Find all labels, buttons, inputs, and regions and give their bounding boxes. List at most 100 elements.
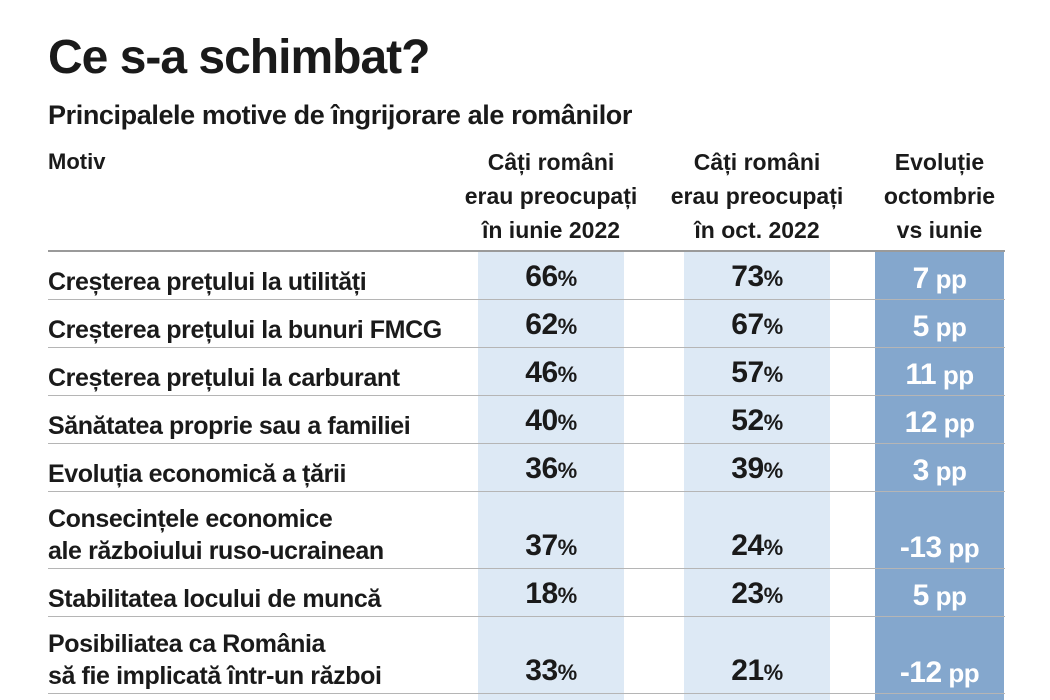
column-header-evolution-line-3: vs iunie bbox=[896, 217, 983, 243]
value-june-number: 37 bbox=[525, 529, 558, 562]
value-evolution: 5 pp bbox=[875, 577, 1004, 615]
value-june-unit: % bbox=[557, 660, 578, 685]
value-evolution-unit: pp bbox=[936, 360, 974, 390]
value-october-unit: % bbox=[763, 535, 784, 560]
value-october-number: 24 bbox=[731, 529, 764, 562]
value-october: 21% bbox=[684, 652, 830, 692]
value-june: 18% bbox=[478, 575, 624, 615]
value-october-unit: % bbox=[763, 410, 784, 435]
table-row: Consecințele economice ale războiului ru… bbox=[0, 492, 1050, 569]
value-october: 23% bbox=[684, 575, 830, 615]
row-divider bbox=[48, 568, 1005, 569]
value-june: 33% bbox=[478, 652, 624, 692]
row-divider bbox=[48, 443, 1005, 444]
value-evolution: -12 pp bbox=[875, 654, 1004, 692]
value-june: 46% bbox=[478, 354, 624, 394]
value-june-unit: % bbox=[557, 458, 578, 483]
value-october-unit: % bbox=[763, 660, 784, 685]
column-header-motiv-text: Motiv bbox=[48, 149, 106, 174]
value-evolution-number: 7 bbox=[912, 262, 930, 295]
value-october-unit: % bbox=[763, 266, 784, 291]
table-row: Creșterea prețului la bunuri FMCG 62% 67% 5… bbox=[0, 300, 1050, 348]
value-evolution: 3 pp bbox=[875, 452, 1004, 490]
value-evolution-number: 12 bbox=[904, 406, 938, 439]
column-header-october-line-3: în oct. 2022 bbox=[694, 217, 820, 243]
value-october-number: 23 bbox=[731, 577, 764, 610]
row-motiv-label: Creșterea prețului la carburant bbox=[48, 364, 400, 392]
row-divider bbox=[48, 299, 1005, 300]
value-june-unit: % bbox=[557, 583, 578, 608]
value-evolution-unit: pp bbox=[928, 456, 967, 486]
value-june: 36% bbox=[478, 450, 624, 490]
column-header-june-line-1: Câți români bbox=[487, 149, 615, 175]
value-october: 39% bbox=[684, 450, 830, 490]
table-body: Creșterea prețului la utilități 66% 73% 7 p… bbox=[0, 252, 1050, 694]
value-october-unit: % bbox=[763, 362, 784, 387]
column-header-june-line-3: în iunie 2022 bbox=[481, 217, 621, 243]
value-october-number: 39 bbox=[731, 452, 764, 485]
table-row: Creșterea prețului la utilități 66% 73% 7 p… bbox=[0, 252, 1050, 300]
row-motiv-label: Creșterea prețului la bunuri FMCG bbox=[48, 316, 442, 344]
value-october: 24% bbox=[684, 527, 830, 567]
value-evolution-unit: pp bbox=[936, 408, 975, 438]
row-motiv-label: Consecințele economice ale războiului ru… bbox=[48, 505, 384, 565]
value-june-number: 62 bbox=[525, 308, 558, 341]
value-june: 37% bbox=[478, 527, 624, 567]
value-october-number: 57 bbox=[731, 356, 764, 389]
value-october-unit: % bbox=[763, 583, 784, 608]
value-evolution: 5 pp bbox=[875, 308, 1004, 346]
value-evolution-unit: pp bbox=[928, 264, 967, 294]
column-header-october-line-2: erau preocupați bbox=[670, 183, 844, 209]
column-header-june-line-2: erau preocupați bbox=[464, 183, 638, 209]
value-june-number: 40 bbox=[525, 404, 558, 437]
value-june-number: 66 bbox=[525, 260, 558, 293]
june-column-shading bbox=[478, 252, 624, 700]
row-divider bbox=[48, 491, 1005, 492]
value-june: 62% bbox=[478, 306, 624, 346]
value-evolution-unit: pp bbox=[941, 658, 980, 688]
value-october-number: 21 bbox=[731, 654, 764, 687]
row-motiv-label: Stabilitatea locului de muncă bbox=[48, 585, 381, 613]
row-motiv-label: Creșterea prețului la utilități bbox=[48, 268, 367, 296]
value-evolution-number: 11 bbox=[905, 358, 937, 391]
column-header-evolution-line-1: Evoluție bbox=[894, 149, 985, 175]
value-june: 66% bbox=[478, 258, 624, 298]
value-october-number: 73 bbox=[731, 260, 764, 293]
row-divider bbox=[48, 693, 1005, 694]
value-october-unit: % bbox=[763, 458, 784, 483]
value-june-number: 33 bbox=[525, 654, 558, 687]
value-evolution: 11 pp bbox=[875, 356, 1004, 394]
value-october: 73% bbox=[684, 258, 830, 298]
value-june: 40% bbox=[478, 402, 624, 442]
value-october: 67% bbox=[684, 306, 830, 346]
value-june-number: 18 bbox=[525, 577, 558, 610]
table-row: Creșterea prețului la carburant 46% 57% 11 … bbox=[0, 348, 1050, 396]
value-evolution-number: -13 bbox=[899, 531, 942, 564]
column-header-october-line-1: Câți români bbox=[693, 149, 821, 175]
table-row: Evoluția economică a țării 36% 39% 3 pp bbox=[0, 444, 1050, 492]
value-june-number: 36 bbox=[525, 452, 558, 485]
evolution-column-shading bbox=[875, 252, 1004, 700]
row-divider bbox=[48, 347, 1005, 348]
value-june-unit: % bbox=[557, 362, 578, 387]
table-row: Sănătatea proprie sau a familiei 40% 52% 12… bbox=[0, 396, 1050, 444]
row-divider bbox=[48, 395, 1005, 396]
value-evolution-unit: pp bbox=[928, 312, 967, 342]
column-header-motiv: Motiv bbox=[48, 145, 348, 249]
value-june-unit: % bbox=[557, 266, 578, 291]
row-motiv-label: Sănătatea proprie sau a familiei bbox=[48, 412, 411, 440]
table-row: Posibiliatea ca România să fie implicată… bbox=[0, 617, 1050, 694]
value-evolution: 12 pp bbox=[875, 404, 1004, 442]
value-october-number: 52 bbox=[731, 404, 764, 437]
value-evolution-unit: pp bbox=[941, 533, 980, 563]
october-column-shading bbox=[684, 252, 830, 700]
page-title: Ce s-a schimbat? bbox=[48, 31, 430, 84]
table-row: Stabilitatea locului de muncă 18% 23% 5 pp bbox=[0, 569, 1050, 617]
value-evolution: 7 pp bbox=[875, 260, 1004, 298]
value-evolution: -13 pp bbox=[875, 529, 1004, 567]
row-motiv-label: Evoluția economică a țării bbox=[48, 460, 347, 488]
column-header-evolution-line-2: octombrie bbox=[883, 183, 996, 209]
value-october-unit: % bbox=[763, 314, 784, 339]
row-motiv-label: Posibiliatea ca România să fie implicată… bbox=[48, 630, 382, 690]
value-october-number: 67 bbox=[731, 308, 764, 341]
